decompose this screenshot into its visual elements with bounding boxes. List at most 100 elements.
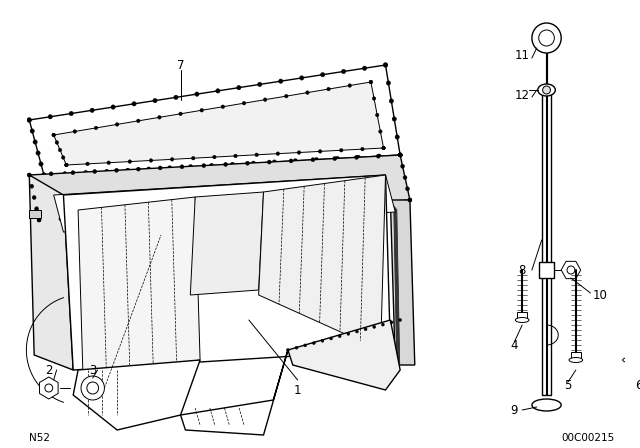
Circle shape [230, 162, 235, 167]
Polygon shape [63, 175, 390, 370]
Circle shape [61, 156, 65, 159]
Circle shape [304, 344, 307, 347]
Polygon shape [29, 155, 410, 220]
Text: 6: 6 [636, 379, 640, 392]
Circle shape [147, 167, 151, 171]
Circle shape [30, 184, 34, 188]
Circle shape [30, 129, 35, 133]
Circle shape [395, 135, 399, 139]
Circle shape [65, 163, 68, 167]
Text: 10: 10 [593, 289, 607, 302]
Ellipse shape [623, 358, 636, 362]
Ellipse shape [569, 358, 582, 362]
Circle shape [81, 215, 84, 220]
Circle shape [168, 166, 172, 170]
Circle shape [311, 158, 315, 162]
Circle shape [55, 141, 59, 144]
Circle shape [28, 173, 31, 177]
Circle shape [35, 207, 38, 211]
Circle shape [268, 160, 271, 164]
Circle shape [216, 89, 220, 93]
Circle shape [335, 156, 339, 161]
Circle shape [392, 117, 396, 121]
Polygon shape [54, 175, 396, 232]
Circle shape [107, 161, 111, 164]
Circle shape [132, 102, 136, 106]
Circle shape [195, 92, 199, 96]
Circle shape [28, 173, 31, 177]
Circle shape [289, 159, 293, 163]
Circle shape [362, 66, 367, 70]
Circle shape [234, 154, 237, 158]
Circle shape [42, 173, 46, 177]
Circle shape [146, 212, 150, 216]
Circle shape [264, 98, 267, 101]
Circle shape [174, 95, 178, 99]
Circle shape [59, 217, 63, 221]
Circle shape [136, 167, 140, 171]
Circle shape [381, 323, 385, 326]
Circle shape [532, 23, 561, 53]
Text: 8: 8 [518, 263, 526, 276]
Circle shape [48, 115, 52, 119]
Polygon shape [190, 192, 264, 295]
Polygon shape [180, 350, 288, 435]
Text: 7: 7 [177, 59, 184, 72]
Circle shape [86, 162, 89, 166]
Circle shape [37, 218, 41, 222]
Circle shape [52, 133, 56, 137]
Circle shape [364, 328, 367, 331]
Ellipse shape [538, 84, 556, 96]
Circle shape [191, 156, 195, 160]
Circle shape [73, 129, 77, 133]
Circle shape [168, 211, 172, 215]
Circle shape [157, 116, 161, 119]
Circle shape [45, 384, 52, 392]
Text: 2: 2 [45, 363, 52, 376]
Circle shape [255, 153, 259, 157]
Circle shape [252, 161, 255, 165]
Polygon shape [73, 360, 200, 430]
Circle shape [278, 79, 283, 83]
Circle shape [356, 155, 360, 159]
Circle shape [386, 199, 390, 203]
Circle shape [69, 112, 74, 116]
Circle shape [42, 173, 46, 177]
Circle shape [209, 164, 214, 168]
Circle shape [387, 81, 390, 85]
Circle shape [212, 209, 216, 213]
Circle shape [170, 158, 174, 161]
Circle shape [37, 218, 41, 222]
Circle shape [255, 206, 259, 210]
Circle shape [27, 118, 31, 122]
Circle shape [543, 86, 550, 94]
Text: 9: 9 [511, 404, 518, 417]
Circle shape [188, 164, 193, 169]
Circle shape [300, 76, 304, 80]
Circle shape [124, 213, 128, 217]
Circle shape [81, 376, 104, 400]
Circle shape [293, 159, 298, 163]
Circle shape [71, 171, 75, 175]
Circle shape [153, 99, 157, 103]
Bar [517, 312, 527, 320]
Circle shape [285, 95, 288, 98]
Circle shape [287, 349, 289, 352]
Circle shape [128, 160, 132, 164]
Circle shape [84, 170, 88, 175]
Circle shape [342, 69, 346, 73]
Circle shape [32, 195, 36, 199]
Polygon shape [259, 175, 385, 350]
Circle shape [246, 161, 250, 165]
Circle shape [63, 172, 67, 176]
Circle shape [93, 169, 97, 173]
Circle shape [136, 119, 140, 123]
Circle shape [212, 155, 216, 159]
Circle shape [158, 166, 162, 170]
Circle shape [382, 146, 385, 150]
Circle shape [242, 101, 246, 105]
Bar [541, 85, 552, 395]
Bar [29, 210, 41, 218]
Bar [625, 352, 634, 360]
Text: N52: N52 [29, 433, 51, 443]
